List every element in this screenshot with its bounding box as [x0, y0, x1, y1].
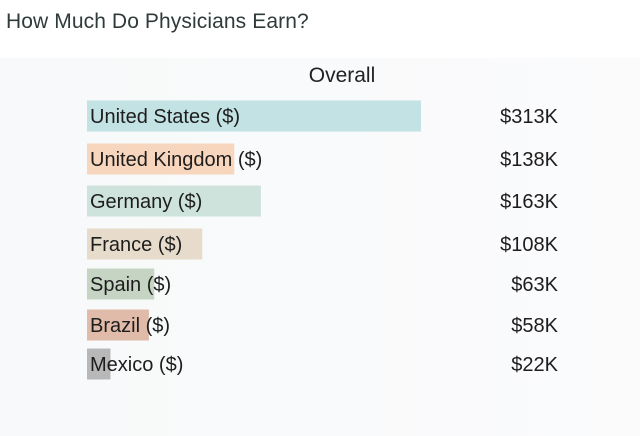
category-label: United States ($) — [90, 106, 240, 128]
category-label: United Kingdom ($) — [90, 149, 262, 171]
value-label: $313K — [500, 106, 558, 128]
bar-3 — [87, 228, 203, 260]
category-label: Spain ($) — [90, 274, 171, 296]
chart-title: Overall — [308, 64, 376, 87]
value-label: $138K — [500, 149, 558, 171]
bar-1 — [87, 143, 235, 175]
category-label: Germany ($) — [90, 191, 202, 213]
bar-6 — [87, 348, 111, 380]
value-label: $63K — [511, 274, 558, 296]
value-labels-group: $313K $138K $163K $108K $63K $58K $22K — [500, 106, 558, 376]
bar-0 — [87, 100, 421, 132]
bar-2 — [87, 185, 261, 217]
bars-group — [87, 100, 421, 380]
bar-4 — [87, 268, 155, 300]
category-labels-group: United States ($) United Kingdom ($) Germa… — [90, 106, 262, 376]
bar-5 — [87, 309, 149, 341]
category-label: France ($) — [90, 234, 182, 256]
category-label: Mexico ($) — [90, 354, 183, 376]
value-label: $163K — [500, 191, 558, 213]
category-label: Brazil ($) — [90, 315, 170, 337]
value-label: $22K — [511, 354, 558, 376]
value-label: $108K — [500, 234, 558, 256]
page-title: How Much Do Physicians Earn? — [6, 10, 309, 33]
value-label: $58K — [511, 315, 558, 337]
